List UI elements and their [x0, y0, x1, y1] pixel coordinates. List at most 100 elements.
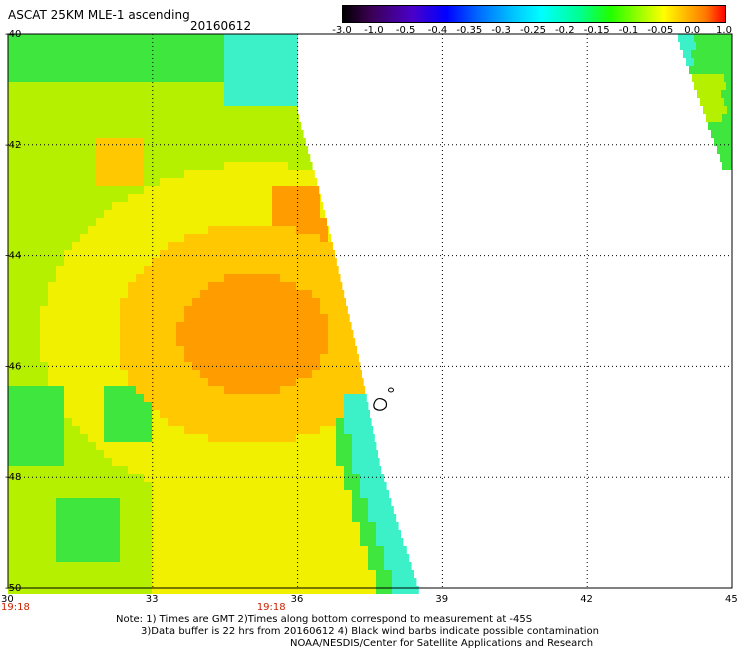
wind-cell — [72, 210, 80, 218]
wind-cell — [296, 178, 304, 186]
wind-cell — [56, 426, 64, 434]
wind-cell — [200, 226, 208, 234]
wind-cell — [288, 34, 296, 42]
wind-cell — [408, 562, 412, 570]
wind-cell — [120, 490, 128, 498]
wind-cell — [280, 418, 288, 426]
wind-cell — [72, 226, 80, 234]
wind-cell — [248, 474, 256, 482]
wind-cell — [32, 50, 40, 58]
wind-cell — [224, 458, 232, 466]
wind-cell — [296, 338, 304, 346]
wind-cell — [176, 58, 184, 66]
wind-cell — [24, 506, 32, 514]
wind-cell — [296, 434, 304, 442]
wind-cell — [722, 162, 730, 170]
wind-cell — [707, 50, 715, 58]
wind-cell — [152, 114, 160, 122]
wind-cell — [160, 322, 168, 330]
wind-cell — [24, 578, 32, 586]
wind-cell — [104, 146, 112, 154]
wind-cell — [32, 474, 40, 482]
wind-cell — [96, 466, 104, 474]
wind-cell — [710, 34, 718, 42]
wind-cell — [256, 170, 264, 178]
wind-cell — [136, 586, 144, 594]
wind-cell — [80, 578, 88, 586]
wind-cell — [72, 314, 80, 322]
wind-cell — [168, 458, 176, 466]
wind-cell — [120, 426, 128, 434]
wind-cell — [320, 482, 328, 490]
wind-cell — [232, 394, 240, 402]
wind-cell — [96, 538, 104, 546]
wind-cell — [56, 314, 64, 322]
wind-cell — [296, 74, 298, 82]
wind-cell — [400, 530, 401, 538]
wind-cell — [240, 474, 248, 482]
wind-cell — [40, 290, 48, 298]
wind-cell — [56, 482, 64, 490]
wind-cell — [120, 42, 128, 50]
wind-cell — [713, 90, 721, 98]
wind-cell — [288, 546, 296, 554]
wind-cell — [56, 378, 64, 386]
wind-cell — [216, 418, 224, 426]
wind-cell — [344, 458, 352, 466]
wind-cell — [192, 506, 200, 514]
wind-cell — [240, 226, 248, 234]
wind-cell — [344, 354, 352, 362]
wind-cell — [240, 450, 248, 458]
wind-cell — [336, 410, 344, 418]
wind-cell — [272, 50, 280, 58]
wind-cell — [136, 162, 144, 170]
wind-cell — [80, 250, 88, 258]
wind-cell — [112, 162, 120, 170]
wind-cell — [80, 194, 88, 202]
wind-cell — [722, 114, 730, 122]
wind-cell — [184, 250, 192, 258]
wind-cell — [280, 58, 288, 66]
wind-cell — [96, 250, 104, 258]
wind-cell — [80, 258, 88, 266]
wind-cell — [288, 90, 296, 98]
wind-cell — [184, 234, 192, 242]
wind-cell — [152, 170, 160, 178]
wind-cell — [80, 186, 88, 194]
wind-cell — [168, 282, 176, 290]
wind-cell — [136, 426, 144, 434]
wind-cell — [112, 314, 120, 322]
wind-cell — [128, 546, 136, 554]
wind-cell — [32, 306, 40, 314]
wind-cell — [216, 482, 224, 490]
wind-cell — [176, 138, 184, 146]
wind-cell — [16, 522, 24, 530]
wind-cell — [88, 330, 96, 338]
wind-cell — [80, 354, 88, 362]
wind-cell — [24, 554, 32, 562]
wind-cell — [200, 466, 208, 474]
wind-cell — [184, 162, 192, 170]
wind-cell — [128, 58, 136, 66]
wind-cell — [144, 234, 152, 242]
wind-cell — [128, 106, 136, 114]
wind-cell — [296, 410, 304, 418]
wind-cell — [184, 130, 192, 138]
wind-cell — [288, 154, 296, 162]
wind-cell — [96, 562, 104, 570]
wind-cell — [280, 450, 288, 458]
wind-cell — [168, 234, 176, 242]
wind-cell — [192, 522, 200, 530]
wind-cell — [384, 514, 392, 522]
wind-cell — [360, 370, 362, 378]
wind-cell — [328, 298, 336, 306]
wind-cell — [136, 498, 144, 506]
wind-cell — [264, 354, 272, 362]
wind-cell — [176, 154, 184, 162]
wind-cell — [136, 410, 144, 418]
wind-cell — [8, 298, 16, 306]
wind-cell — [72, 274, 80, 282]
wind-cell — [240, 146, 248, 154]
wind-cell — [192, 410, 200, 418]
wind-cell — [376, 514, 384, 522]
